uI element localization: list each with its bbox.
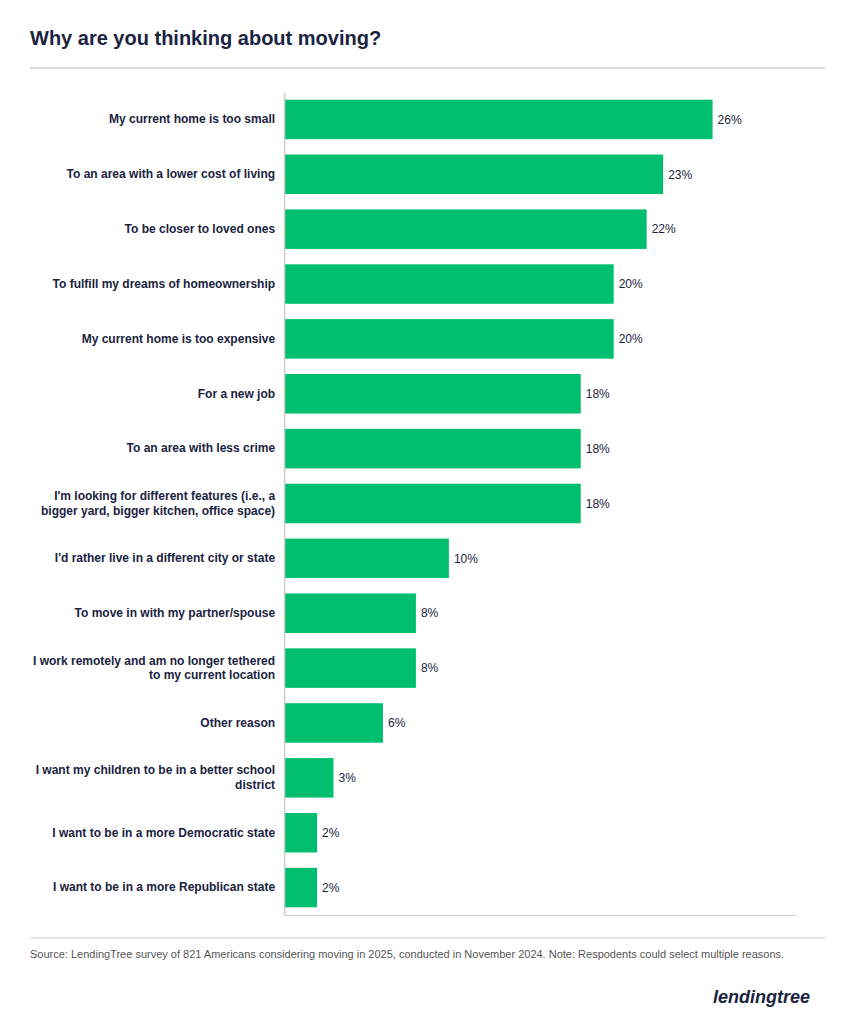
data-label: 8% xyxy=(421,606,439,620)
y-tick-label: To fulfill my dreams of homeownership xyxy=(53,277,275,291)
bar xyxy=(284,593,416,633)
y-tick-label: My current home is too expensive xyxy=(82,332,276,346)
title: Why are you thinking about moving? xyxy=(30,27,381,49)
bars xyxy=(284,100,713,908)
logo-text: lendingtree xyxy=(713,987,810,1007)
y-tick-label: To be closer to loved ones xyxy=(125,222,276,236)
y-tick-label: I'd rather live in a different city or s… xyxy=(55,551,276,565)
data-label: 26% xyxy=(718,113,742,127)
y-tick: My current home is too expensive xyxy=(82,332,284,346)
data-label: 8% xyxy=(421,661,439,675)
data-label: 10% xyxy=(454,552,478,566)
separator xyxy=(30,938,825,939)
y-tick-label: For a new job xyxy=(198,387,275,401)
bar xyxy=(284,100,713,140)
bar xyxy=(284,703,383,743)
y-tick-label: Other reason xyxy=(200,716,275,730)
y-tick-label: To move in with my partner/spouse xyxy=(75,606,276,620)
bar xyxy=(284,648,416,688)
data-label: 20% xyxy=(619,332,643,346)
y-tick-label: To an area with a lower cost of living xyxy=(67,167,275,181)
data-label: 2% xyxy=(322,826,340,840)
data-label: 18% xyxy=(586,387,610,401)
y-tick-label: I want to be in a more Democratic state xyxy=(52,826,275,840)
data-label: 2% xyxy=(322,881,340,895)
y-tick-label: To an area with less crime xyxy=(127,441,276,455)
y-tick: I'm looking for different features (i.e.… xyxy=(41,489,284,517)
y-tick: I'd rather live in a different city or s… xyxy=(55,551,284,565)
bar xyxy=(284,155,663,195)
y-tick-label: I want my children to be in a better sch… xyxy=(36,763,275,791)
data-label: 6% xyxy=(388,716,406,730)
bar xyxy=(284,758,333,798)
y-tick: I want my children to be in a better sch… xyxy=(36,763,284,791)
bar xyxy=(284,868,317,908)
y-tick: For a new job xyxy=(198,387,284,401)
bar xyxy=(284,813,317,853)
y-tick: I want to be in a more Democratic state xyxy=(52,826,284,840)
y-tick: To move in with my partner/spouse xyxy=(75,606,284,620)
data-label: 18% xyxy=(586,497,610,511)
data-label: 18% xyxy=(586,442,610,456)
y-tick: To an area with less crime xyxy=(127,441,285,455)
y-tick: My current home is too small xyxy=(109,112,284,126)
y-tick-label: I work remotely and am no longer tethere… xyxy=(33,654,275,682)
separator xyxy=(30,67,825,69)
source-note: Source: LendingTree survey of 821 Americ… xyxy=(30,948,784,960)
data-label: 22% xyxy=(652,222,676,236)
chart: Why are you thinking about moving? My cur… xyxy=(0,0,850,1027)
y-axis: My current home is too small To an area w… xyxy=(33,93,285,916)
bar xyxy=(284,429,581,469)
y-tick: To an area with a lower cost of living xyxy=(67,167,284,181)
y-tick: To be closer to loved ones xyxy=(125,222,284,236)
data-labels: 26% 23% 22% 20% 20% 18% 18% 18% 10% 8% 8% 6% 3% 2% 2% xyxy=(322,113,742,895)
data-label: 23% xyxy=(668,168,692,182)
x-axis-line xyxy=(285,915,796,916)
bar xyxy=(284,209,647,249)
y-axis-line xyxy=(284,93,286,916)
y-tick: I want to be in a more Republican state xyxy=(53,880,284,894)
bar xyxy=(284,264,614,304)
y-tick-label: I want to be in a more Republican state xyxy=(53,880,275,894)
data-label: 20% xyxy=(619,277,643,291)
x-axis xyxy=(285,915,796,916)
y-tick-label: My current home is too small xyxy=(109,112,275,126)
y-tick-label: I'm looking for different features (i.e.… xyxy=(41,489,275,517)
bar xyxy=(284,374,581,414)
bar xyxy=(284,539,449,579)
bar xyxy=(284,484,581,524)
y-tick: Other reason xyxy=(200,716,284,730)
bar xyxy=(284,319,614,359)
data-label: 3% xyxy=(339,771,357,785)
y-tick: I work remotely and am no longer tethere… xyxy=(33,654,284,682)
y-tick: To fulfill my dreams of homeownership xyxy=(53,277,284,291)
